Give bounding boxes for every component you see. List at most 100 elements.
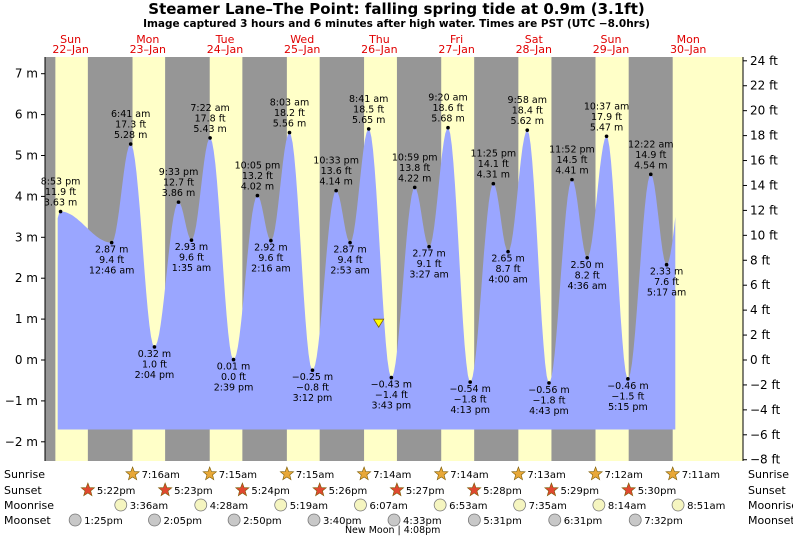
tide-point [664, 262, 669, 267]
right-tick-label: 24 ft [750, 54, 778, 68]
tide-label: 5.65 m [352, 115, 385, 126]
tide-point [604, 134, 609, 139]
day-date: 22–Jan [52, 43, 88, 56]
tide-area [57, 128, 676, 430]
tide-label: 2.87 m [333, 245, 366, 256]
right-tick-label: 6 ft [750, 278, 770, 292]
sunset-time: 5:23pm [174, 486, 213, 497]
tide-point [525, 128, 530, 132]
tide-label: −0.43 m [371, 380, 412, 391]
sunrise-icon [588, 466, 604, 481]
tide-label: 3.86 m [162, 188, 195, 199]
moonrise-time: 8:51am [687, 501, 725, 512]
left-tick-label: 7 m [15, 67, 38, 81]
tide-label: 18.6 ft [432, 103, 463, 114]
tide-label: 4:36 am [567, 281, 606, 292]
tide-point [468, 380, 472, 384]
tide-point [648, 172, 653, 177]
sunset-time: 5:30pm [638, 486, 677, 497]
right-tick-label: 16 ft [750, 154, 778, 168]
tide-label: 8.7 ft [496, 264, 521, 275]
tide-label: 10:59 pm [392, 152, 438, 163]
moonset-icon [68, 513, 82, 527]
tide-point [255, 193, 260, 198]
tide-label: 14.9 ft [635, 150, 666, 161]
left-tick-label: 5 m [15, 149, 38, 163]
moonset-icon [227, 513, 241, 527]
row-label-left: Moonset [4, 514, 51, 527]
tide-label: 2:16 am [251, 264, 290, 275]
tide-label: 4:13 pm [450, 405, 490, 416]
tide-label: 0.0 ft [221, 372, 246, 383]
left-tick-label: 2 m [15, 271, 38, 285]
right-tick-label: 8 ft [750, 253, 770, 267]
tide-point [176, 200, 181, 204]
tide-label: −0.56 m [528, 385, 569, 396]
left-tick-label: 6 m [15, 108, 38, 122]
sunset-time: 5:26pm [329, 486, 368, 497]
right-tick-label: 10 ft [750, 228, 778, 242]
row-label-right: Moonset [748, 514, 793, 527]
day-date: 25–Jan [284, 43, 320, 56]
tide-label: 3:12 pm [293, 393, 333, 404]
left-tick-label: 4 m [15, 189, 38, 203]
moonset-time: 4:33pm [403, 516, 442, 527]
tide-label: 18.2 ft [274, 108, 305, 119]
tide-label: 10:33 pm [313, 156, 359, 167]
left-tick-label: −2 m [5, 435, 38, 449]
right-tick-label: −4 ft [750, 403, 781, 417]
sunrise-time: 7:13am [527, 470, 565, 481]
tide-label: 12:22 am [628, 139, 673, 150]
tide-point [506, 249, 510, 254]
sunset-icon [621, 482, 637, 497]
tide-label: 4.54 m [634, 160, 667, 171]
tide-label: 3.63 m [44, 198, 77, 209]
day-date: 23–Jan [130, 43, 166, 56]
tide-label: 5.68 m [431, 114, 464, 125]
tide-point [570, 177, 574, 182]
moonrise-icon [114, 498, 128, 512]
tide-label: 11:25 pm [470, 149, 516, 160]
right-tick-label: 2 ft [750, 328, 770, 342]
sunset-icon [312, 482, 328, 497]
sunrise-icon [125, 466, 141, 481]
moonset-icon [548, 513, 562, 527]
tide-point [231, 357, 236, 362]
tide-label: 4:00 am [488, 275, 527, 286]
sunrise-icon [202, 466, 218, 481]
current-level-marker [372, 318, 385, 328]
sunrise-icon [510, 466, 526, 481]
tide-label: 18.5 ft [353, 104, 384, 115]
tide-label: 17.3 ft [115, 120, 146, 131]
tide-label: 17.9 ft [591, 112, 622, 123]
left-tick-label: −1 m [5, 394, 38, 408]
tide-label: 2.33 m [650, 267, 683, 278]
tide-label: 7.6 ft [654, 277, 679, 288]
tide-label: 5.47 m [590, 122, 623, 133]
tide-label: 11:52 pm [549, 145, 595, 156]
tide-label: 8.2 ft [575, 270, 600, 281]
tide-label: 5:17 am [647, 288, 686, 299]
night-band [45, 57, 56, 461]
moonset-icon [628, 513, 642, 527]
moonset-time: 1:25pm [84, 516, 123, 527]
moonrise-icon [194, 498, 208, 512]
tide-point [208, 136, 212, 140]
tide-label: 12:46 am [89, 266, 134, 277]
right-tick-label: 0 ft [750, 353, 770, 367]
tide-point [310, 368, 315, 373]
tide-point [446, 125, 450, 130]
sunset-icon [466, 482, 482, 497]
sunrise-icon [279, 466, 295, 481]
tide-label: 5:15 pm [608, 402, 648, 413]
sunset-icon [389, 482, 405, 497]
moonrise-time: 7:35am [529, 501, 567, 512]
sunrise-time: 7:14am [450, 470, 488, 481]
chart-title: Steamer Lane–The Point: falling spring t… [148, 0, 645, 18]
tide-label: 13.2 ft [242, 171, 273, 182]
right-tick-label: 22 ft [750, 79, 778, 93]
day-name: Sun [601, 33, 622, 46]
tide-label: 14.1 ft [478, 159, 509, 170]
tide-label: 12.7 ft [163, 178, 194, 189]
